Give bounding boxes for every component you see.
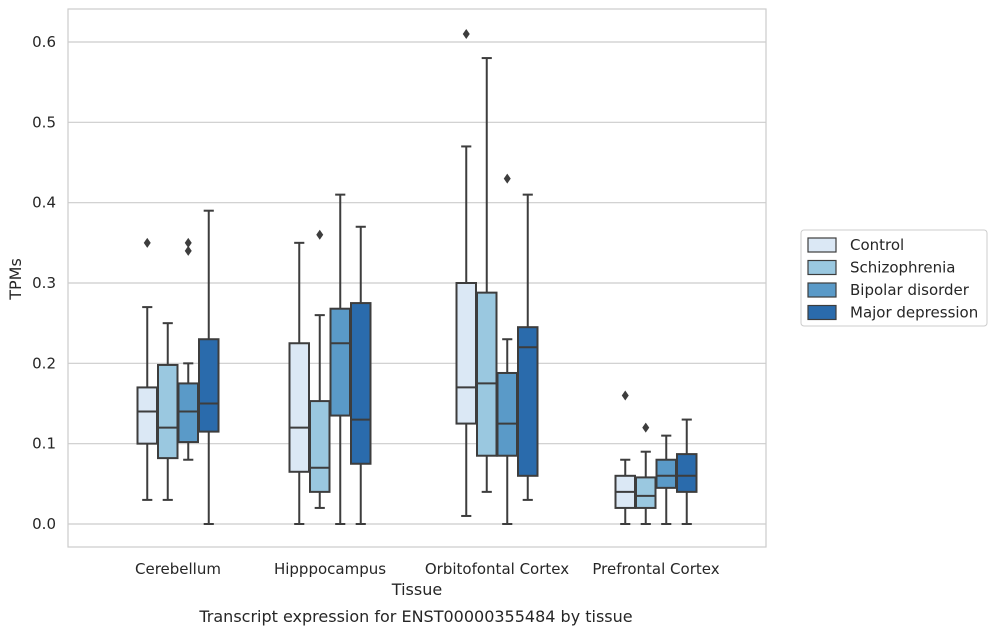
box-iqr [350, 302, 372, 465]
box-major-depression [350, 225, 372, 525]
box-iqr [455, 282, 477, 425]
outlier-point [143, 237, 151, 248]
box-bipolar-disorder [496, 173, 518, 525]
outlier-point [462, 28, 470, 39]
box-control [455, 28, 477, 517]
legend-label: Control [850, 236, 904, 254]
boxes [136, 28, 698, 525]
box-schizophrenia [476, 57, 498, 493]
legend: Control Schizophrenia Bipolar disorder Majo… [800, 229, 988, 327]
x-axis-label: Tissue [391, 580, 442, 599]
box-iqr [157, 363, 179, 460]
outlier-point [184, 237, 192, 248]
legend-frame [800, 229, 988, 327]
y-tick-label: 0.2 [32, 354, 56, 372]
x-tick-label: Prefrontal Cortex [592, 560, 719, 578]
box-major-depression [517, 193, 539, 501]
x-tick-label: Cerebellum [135, 560, 221, 578]
box-iqr [476, 291, 498, 457]
box-iqr [177, 382, 199, 444]
y-tick-label: 0.1 [32, 435, 56, 453]
box-iqr [635, 476, 657, 509]
x-tick-label: Hipppocampus [274, 560, 386, 578]
box-bipolar-disorder [329, 193, 351, 525]
legend-items: Control Schizophrenia Bipolar disorder Majo… [807, 236, 978, 322]
box-bipolar-disorder [177, 237, 199, 461]
box-schizophrenia [157, 322, 179, 501]
x-tick-label: Orbitofontal Cortex [425, 560, 569, 578]
box-iqr [676, 453, 698, 493]
y-tick-label: 0.3 [32, 274, 56, 292]
box-iqr [517, 326, 539, 477]
y-tick-label: 0.4 [32, 194, 56, 212]
y-tick-label: 0.6 [32, 33, 56, 51]
box-major-depression [198, 209, 220, 525]
box-bipolar-disorder [655, 434, 677, 525]
plot-frame [67, 8, 767, 548]
box-iqr [288, 342, 310, 473]
box-schizophrenia [309, 229, 331, 509]
legend-label: Major depression [850, 304, 978, 322]
legend-swatch [807, 304, 837, 321]
outlier-point [184, 245, 192, 256]
legend-label: Schizophrenia [850, 259, 955, 277]
box-iqr [496, 371, 518, 457]
y-tick-labels: 0.0 0.1 0.2 0.3 0.4 0.5 0.6 [32, 33, 56, 533]
legend-swatch [807, 259, 837, 276]
box-iqr [198, 338, 220, 433]
outlier-point [503, 173, 511, 184]
outlier-point [621, 390, 629, 401]
legend-label: Bipolar disorder [850, 281, 970, 299]
y-tick-label: 0.0 [32, 515, 56, 533]
legend-swatch [807, 282, 837, 298]
legend-swatch [807, 237, 837, 253]
chart-caption: Transcript expression for ENST0000035548… [198, 607, 632, 626]
box-schizophrenia [635, 422, 657, 525]
y-axis-label: TPMs [6, 258, 25, 301]
y-tick-label: 0.5 [32, 113, 56, 131]
box-iqr [309, 400, 331, 493]
box-control [136, 237, 158, 501]
box-iqr [655, 458, 677, 489]
box-control [288, 241, 310, 525]
outlier-point [642, 422, 650, 433]
box-iqr [136, 386, 158, 445]
box-control [614, 390, 636, 525]
box-major-depression [676, 418, 698, 525]
box-iqr [329, 307, 351, 417]
outlier-point [316, 229, 324, 240]
x-tick-labels: Cerebellum Hipppocampus Orbitofontal Corte… [135, 560, 720, 578]
